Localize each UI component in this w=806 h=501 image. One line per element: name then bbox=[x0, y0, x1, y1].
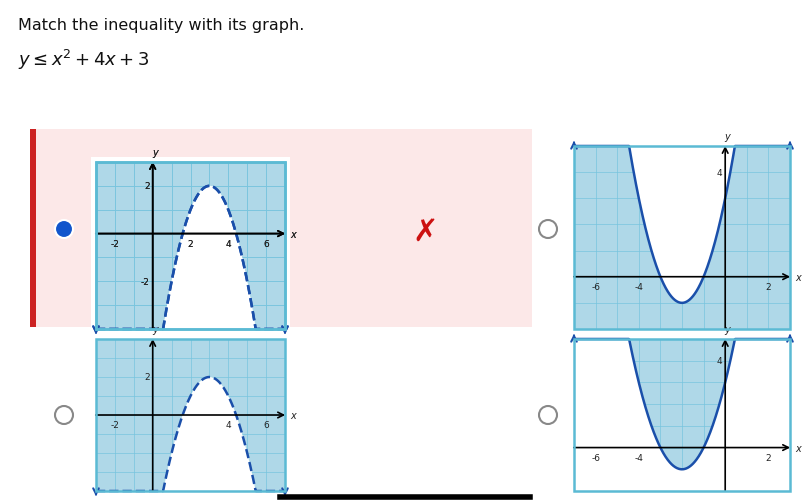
Polygon shape bbox=[96, 377, 285, 491]
FancyBboxPatch shape bbox=[96, 163, 285, 329]
Text: $y \leq x^2 + 4x + 3$: $y \leq x^2 + 4x + 3$ bbox=[18, 48, 149, 72]
Circle shape bbox=[55, 220, 73, 238]
Text: 4: 4 bbox=[717, 357, 722, 366]
Circle shape bbox=[539, 220, 557, 238]
Text: -6: -6 bbox=[591, 453, 600, 461]
Text: -2: -2 bbox=[141, 277, 150, 286]
Text: -4: -4 bbox=[634, 453, 643, 461]
Text: 6: 6 bbox=[264, 239, 269, 248]
Text: -2: -2 bbox=[110, 420, 119, 429]
FancyBboxPatch shape bbox=[96, 163, 285, 329]
Text: ✗: ✗ bbox=[412, 217, 438, 246]
Text: y: y bbox=[725, 132, 730, 142]
Text: 4: 4 bbox=[717, 168, 722, 177]
Circle shape bbox=[55, 406, 73, 424]
Text: x: x bbox=[290, 229, 296, 239]
Text: x: x bbox=[290, 229, 296, 239]
FancyBboxPatch shape bbox=[96, 339, 285, 491]
Text: 6: 6 bbox=[264, 420, 269, 429]
Text: y: y bbox=[152, 148, 158, 158]
Text: y: y bbox=[152, 324, 158, 334]
Text: -4: -4 bbox=[634, 282, 643, 291]
Text: 4: 4 bbox=[226, 420, 231, 429]
Text: 2: 2 bbox=[144, 373, 150, 382]
Polygon shape bbox=[96, 186, 285, 329]
Text: y: y bbox=[725, 324, 730, 334]
Text: 2: 2 bbox=[188, 239, 193, 248]
Circle shape bbox=[539, 406, 557, 424]
FancyBboxPatch shape bbox=[574, 339, 790, 491]
FancyBboxPatch shape bbox=[574, 147, 790, 329]
Text: x: x bbox=[795, 272, 800, 282]
Text: Match the inequality with its graph.: Match the inequality with its graph. bbox=[18, 18, 305, 33]
Text: 2: 2 bbox=[766, 453, 771, 461]
Polygon shape bbox=[574, 339, 790, 491]
Text: 4: 4 bbox=[226, 239, 231, 248]
Text: 2: 2 bbox=[144, 182, 150, 191]
FancyBboxPatch shape bbox=[30, 130, 532, 327]
Polygon shape bbox=[574, 147, 790, 303]
Text: 2: 2 bbox=[144, 182, 150, 191]
Text: -2: -2 bbox=[110, 239, 119, 248]
Text: -2: -2 bbox=[110, 239, 119, 248]
FancyBboxPatch shape bbox=[91, 158, 290, 334]
Text: x: x bbox=[290, 410, 296, 420]
Text: -6: -6 bbox=[591, 282, 600, 291]
Polygon shape bbox=[96, 186, 285, 329]
Text: y: y bbox=[152, 148, 158, 158]
Text: 6: 6 bbox=[264, 239, 269, 248]
Text: 2: 2 bbox=[188, 239, 193, 248]
FancyBboxPatch shape bbox=[30, 130, 36, 327]
Text: x: x bbox=[795, 443, 800, 453]
Text: -2: -2 bbox=[141, 277, 150, 286]
Text: 2: 2 bbox=[766, 282, 771, 291]
Text: 4: 4 bbox=[226, 239, 231, 248]
